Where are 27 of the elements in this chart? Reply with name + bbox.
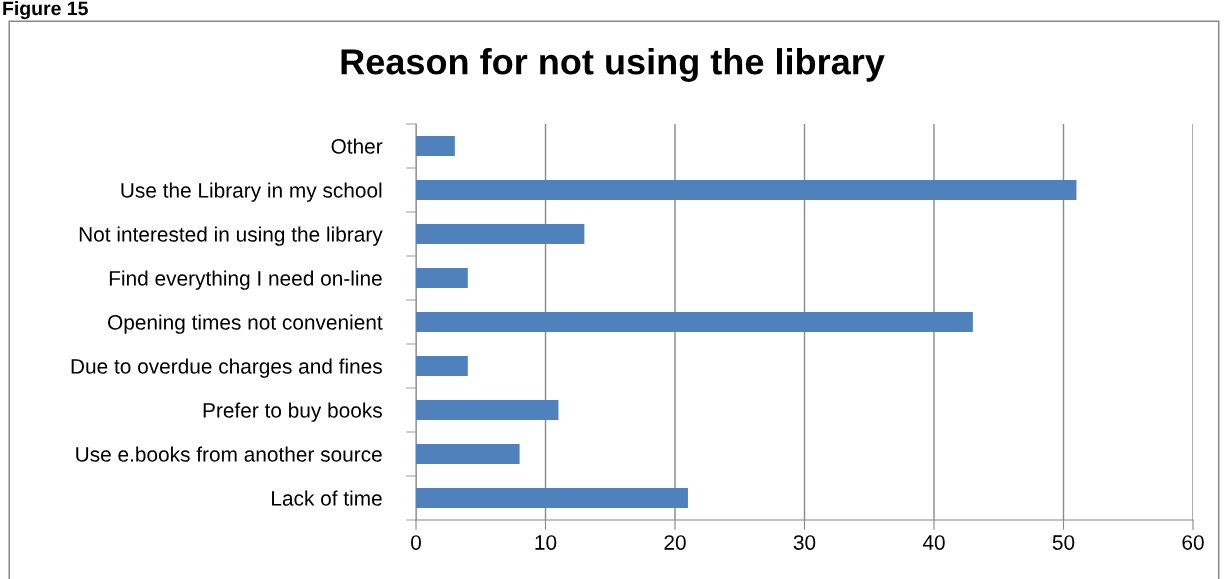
- bar: [416, 444, 520, 464]
- bar: [416, 312, 973, 332]
- x-tick-label: 30: [793, 535, 816, 550]
- y-tick-label: Use the Library in my school: [121, 182, 382, 202]
- bar: [416, 400, 559, 420]
- x-tick-label: 60: [1182, 535, 1204, 550]
- x-tick-label: 10: [535, 535, 557, 550]
- x-tick-label: 20: [664, 535, 686, 550]
- y-tick-label: Other: [331, 138, 383, 154]
- y-tick-label: Find everything I need on-line: [109, 270, 382, 290]
- x-tick-label: 40: [922, 535, 945, 550]
- y-tick-label: Use e.books from another source: [76, 446, 382, 462]
- bar: [416, 224, 585, 244]
- bar: [416, 180, 1077, 200]
- y-tick-label: Opening times not convenient: [108, 314, 383, 334]
- bar: [416, 356, 468, 376]
- x-tick-label: 0: [411, 535, 421, 550]
- y-tick-label: Not interested in using the library: [79, 226, 383, 246]
- caption: Figure 15: [3, 1, 88, 20]
- chart-title: Reason for not using the library: [341, 48, 885, 82]
- bar: [416, 488, 688, 508]
- bar: [416, 268, 468, 288]
- x-tick-label: 50: [1052, 535, 1075, 550]
- y-tick-label: Lack of time: [272, 490, 382, 506]
- bar: [416, 136, 455, 156]
- y-tick-label: Prefer to buy books: [203, 402, 382, 422]
- y-tick-label: Due to overdue charges and fines: [71, 358, 382, 378]
